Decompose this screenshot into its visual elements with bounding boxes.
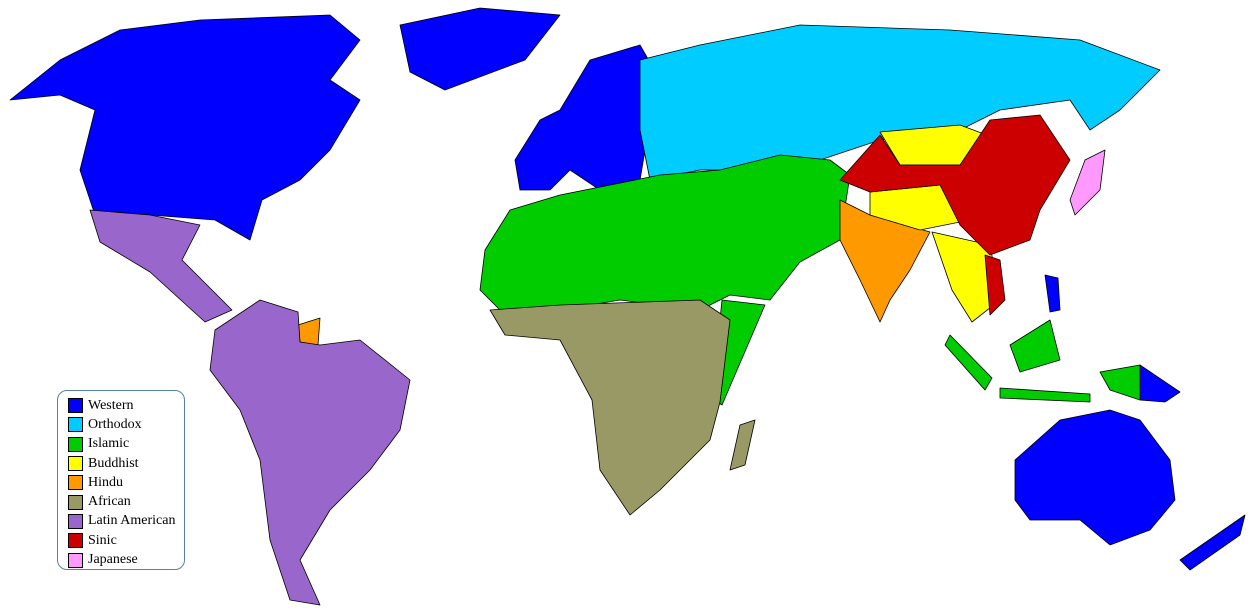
legend-label: Hindu [88, 474, 123, 490]
legend-item-buddhist: Buddhist [68, 454, 184, 473]
region-sinic [839, 114, 1071, 316]
legend-item-hindu: Hindu [68, 473, 184, 492]
legend-label: Islamic [88, 436, 130, 452]
legend-item-african: African [68, 492, 184, 511]
china [839, 114, 1071, 256]
russia [639, 24, 1161, 181]
map-legend: Western Orthodox Islamic Buddhist Hindu … [57, 390, 185, 570]
legend-item-japanese: Japanese [68, 550, 184, 569]
legend-label: Western [88, 397, 134, 413]
south-america [209, 299, 411, 606]
legend-item-latin-american: Latin American [68, 512, 184, 531]
mexico-central-america [89, 209, 233, 323]
madagascar [729, 419, 756, 471]
legend-label: Japanese [88, 552, 138, 568]
buddhist-swatch [68, 456, 83, 472]
guianas [297, 317, 321, 346]
greenland [399, 7, 561, 91]
region-japanese [1069, 149, 1106, 216]
legend-label: Latin American [88, 513, 176, 529]
latin-american-swatch [68, 513, 83, 529]
legend-label: Sinic [88, 532, 117, 548]
papua-new-guinea [1139, 364, 1181, 403]
legend-item-orthodox: Orthodox [68, 415, 184, 434]
java [999, 387, 1091, 403]
sumatra [944, 334, 993, 391]
north-america [9, 14, 361, 241]
region-african [489, 299, 756, 516]
legend-item-western: Western [68, 396, 184, 415]
japanese-swatch [68, 552, 83, 568]
new-zealand [1179, 514, 1246, 571]
philippines [1044, 274, 1061, 313]
legend-label: African [88, 494, 131, 510]
japan [1069, 149, 1106, 216]
europe [514, 44, 661, 191]
legend-label: Buddhist [88, 455, 139, 471]
western-new-guinea [1099, 364, 1141, 401]
legend-item-islamic: Islamic [68, 435, 184, 454]
western-swatch [68, 398, 83, 414]
region-latin-american [89, 209, 411, 606]
sinic-swatch [68, 533, 83, 549]
islamic-swatch [68, 436, 83, 452]
australia [1014, 409, 1176, 546]
legend-label: Orthodox [88, 416, 142, 432]
sub-saharan-africa [489, 299, 731, 516]
region-western [9, 7, 1246, 571]
region-orthodox [639, 24, 1161, 181]
region-islamic [479, 154, 1141, 406]
african-swatch [68, 494, 83, 510]
borneo [1009, 319, 1061, 373]
orthodox-swatch [68, 417, 83, 433]
legend-item-sinic: Sinic [68, 531, 184, 550]
vietnam [984, 254, 1006, 316]
hindu-swatch [68, 475, 83, 491]
